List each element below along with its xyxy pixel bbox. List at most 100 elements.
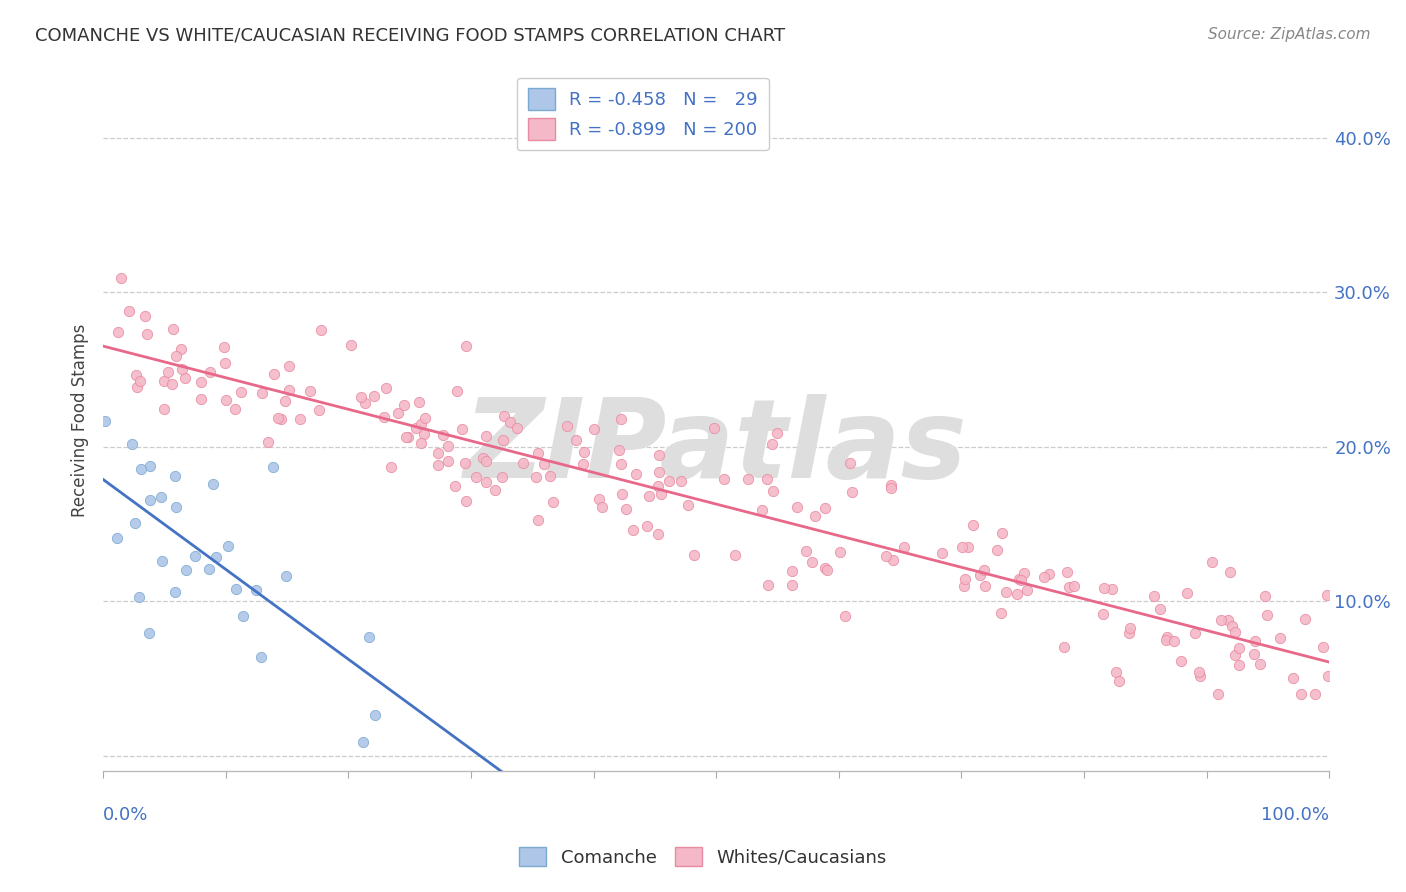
Point — [165, 349, 187, 363]
Point — [411, 436, 433, 450]
Point — [1243, 647, 1265, 661]
Point — [1209, 613, 1232, 627]
Point — [105, 531, 128, 545]
Point — [647, 479, 669, 493]
Point — [1184, 626, 1206, 640]
Point — [1223, 625, 1246, 640]
Point — [766, 425, 789, 440]
Point — [969, 567, 991, 582]
Point — [263, 367, 285, 381]
Point — [1175, 586, 1198, 600]
Point — [415, 411, 437, 425]
Point — [427, 458, 450, 472]
Point — [703, 421, 725, 435]
Point — [1227, 641, 1250, 656]
Point — [676, 499, 699, 513]
Point — [363, 389, 385, 403]
Point — [110, 270, 132, 285]
Point — [217, 539, 239, 553]
Point — [224, 402, 246, 417]
Point — [723, 549, 745, 563]
Point — [1008, 572, 1031, 586]
Point — [572, 457, 595, 471]
Point — [1017, 582, 1039, 597]
Point — [1052, 640, 1074, 655]
Point — [538, 469, 561, 483]
Point — [437, 454, 460, 468]
Point — [267, 411, 290, 425]
Point — [190, 392, 212, 406]
Point — [974, 579, 997, 593]
Point — [647, 526, 669, 541]
Point — [800, 555, 823, 569]
Point — [491, 469, 513, 483]
Point — [152, 402, 174, 417]
Point — [174, 371, 197, 385]
Point — [713, 471, 735, 485]
Point — [636, 519, 658, 533]
Point — [456, 494, 478, 508]
Point — [626, 467, 648, 481]
Point — [139, 492, 162, 507]
Point — [682, 548, 704, 562]
Point — [1253, 589, 1275, 603]
Point — [1119, 621, 1142, 635]
Point — [202, 477, 225, 491]
Point — [197, 562, 219, 576]
Point — [755, 472, 778, 486]
Point — [533, 457, 555, 471]
Point — [953, 572, 976, 586]
Point — [1201, 555, 1223, 569]
Point — [880, 481, 903, 495]
Point — [139, 459, 162, 474]
Point — [1303, 687, 1326, 701]
Point — [375, 381, 398, 395]
Point — [172, 362, 194, 376]
Point — [262, 460, 284, 475]
Point — [815, 563, 838, 577]
Point — [134, 310, 156, 324]
Point — [526, 513, 548, 527]
Point — [1170, 654, 1192, 668]
Point — [527, 446, 550, 460]
Point — [794, 544, 817, 558]
Point — [761, 437, 783, 451]
Text: 100.0%: 100.0% — [1261, 806, 1329, 824]
Point — [879, 477, 901, 491]
Text: COMANCHE VS WHITE/CAUCASIAN RECEIVING FOOD STAMPS CORRELATION CHART: COMANCHE VS WHITE/CAUCASIAN RECEIVING FO… — [35, 27, 786, 45]
Point — [1316, 669, 1339, 683]
Point — [492, 409, 515, 423]
Point — [814, 561, 837, 575]
Point — [882, 552, 904, 566]
Point — [962, 517, 984, 532]
Point — [408, 395, 430, 409]
Point — [499, 416, 522, 430]
Point — [456, 339, 478, 353]
Point — [658, 474, 681, 488]
Point — [541, 495, 564, 509]
Point — [413, 427, 436, 442]
Point — [443, 479, 465, 493]
Point — [1244, 633, 1267, 648]
Point — [1154, 633, 1177, 648]
Point — [610, 412, 633, 426]
Point — [610, 486, 633, 500]
Legend: R = -0.458   N =   29, R = -0.899   N = 200: R = -0.458 N = 29, R = -0.899 N = 200 — [517, 78, 769, 151]
Point — [162, 377, 184, 392]
Point — [1056, 566, 1078, 580]
Point — [834, 608, 856, 623]
Point — [129, 462, 152, 476]
Point — [288, 412, 311, 426]
Point — [1092, 581, 1115, 595]
Point — [990, 606, 1012, 620]
Point — [1108, 673, 1130, 688]
Point — [1104, 665, 1126, 679]
Point — [107, 325, 129, 339]
Point — [380, 459, 402, 474]
Text: Source: ZipAtlas.com: Source: ZipAtlas.com — [1208, 27, 1371, 42]
Point — [1012, 566, 1035, 580]
Point — [165, 584, 187, 599]
Point — [157, 365, 180, 379]
Point — [957, 540, 980, 554]
Point — [512, 456, 534, 470]
